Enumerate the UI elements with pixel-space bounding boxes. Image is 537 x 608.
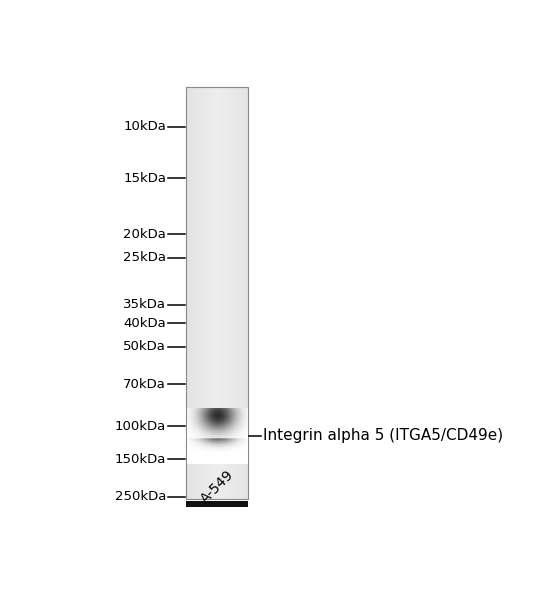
- Bar: [211, 87, 212, 499]
- Bar: [241, 87, 242, 499]
- Text: 40kDa: 40kDa: [124, 317, 166, 330]
- Text: 15kDa: 15kDa: [123, 172, 166, 185]
- Bar: [236, 87, 237, 499]
- Bar: [206, 87, 208, 499]
- Text: 100kDa: 100kDa: [115, 420, 166, 433]
- Bar: [231, 87, 233, 499]
- Bar: [191, 87, 192, 499]
- Bar: [187, 87, 189, 499]
- Bar: [226, 87, 228, 499]
- Text: 50kDa: 50kDa: [124, 340, 166, 353]
- Bar: [217, 87, 219, 499]
- Bar: [233, 87, 234, 499]
- Bar: [219, 87, 220, 499]
- Text: A-549: A-549: [198, 468, 236, 506]
- Bar: [237, 87, 239, 499]
- Bar: [195, 87, 197, 499]
- Bar: [242, 87, 243, 499]
- Bar: [209, 87, 211, 499]
- Bar: [208, 87, 209, 499]
- Bar: [192, 87, 193, 499]
- Bar: [201, 87, 203, 499]
- Text: 150kDa: 150kDa: [115, 453, 166, 466]
- Bar: [197, 87, 198, 499]
- Text: 20kDa: 20kDa: [124, 228, 166, 241]
- Text: 35kDa: 35kDa: [123, 298, 166, 311]
- Bar: [228, 87, 229, 499]
- Bar: [186, 87, 187, 499]
- Text: 10kDa: 10kDa: [124, 120, 166, 133]
- Bar: [198, 87, 200, 499]
- Bar: [193, 87, 195, 499]
- Bar: [243, 87, 245, 499]
- Bar: [215, 87, 217, 499]
- Bar: [186, 87, 248, 499]
- Bar: [222, 87, 223, 499]
- Bar: [203, 87, 205, 499]
- Bar: [214, 87, 215, 499]
- Bar: [245, 87, 246, 499]
- Bar: [223, 87, 225, 499]
- Bar: [225, 87, 226, 499]
- Text: 25kDa: 25kDa: [123, 251, 166, 264]
- Bar: [205, 87, 206, 499]
- Bar: [189, 87, 191, 499]
- Text: 250kDa: 250kDa: [115, 490, 166, 503]
- Bar: [246, 87, 248, 499]
- Bar: [234, 87, 236, 499]
- Bar: [229, 87, 231, 499]
- Text: Integrin alpha 5 (ITGA5/CD49e): Integrin alpha 5 (ITGA5/CD49e): [263, 428, 503, 443]
- Bar: [239, 87, 241, 499]
- Bar: [200, 87, 201, 499]
- Bar: [220, 87, 222, 499]
- Bar: [186, 501, 248, 508]
- Bar: [212, 87, 214, 499]
- Text: 70kDa: 70kDa: [124, 378, 166, 391]
